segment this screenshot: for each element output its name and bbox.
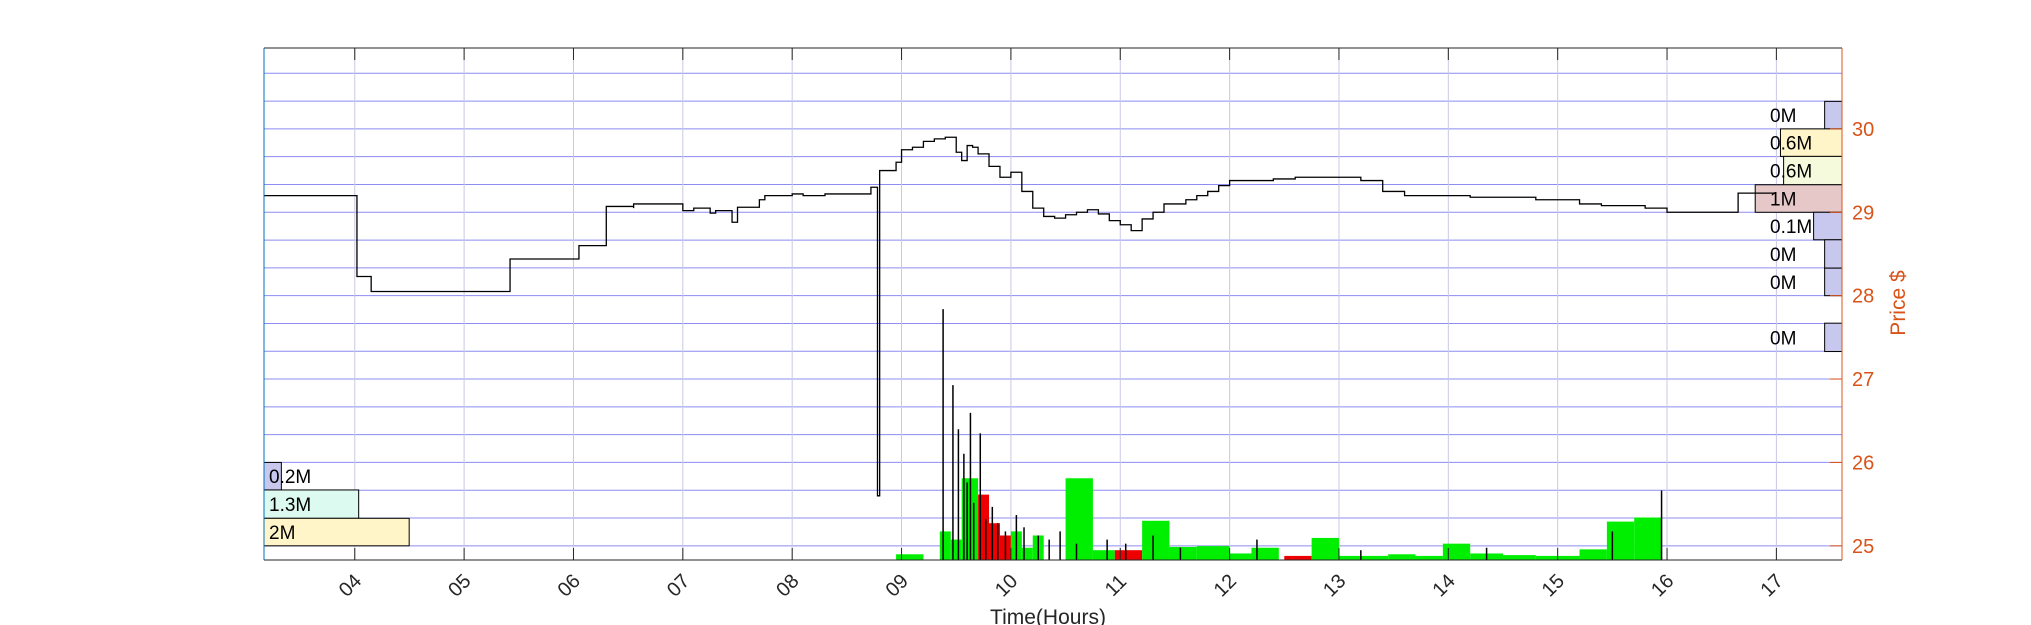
x-tick-label: 06 <box>554 570 585 601</box>
volume-bar <box>1579 549 1607 560</box>
price-layer <box>264 136 1777 497</box>
y-tick-label: 29 <box>1852 202 1874 224</box>
x-axis-label: Time(Hours) <box>990 606 1106 625</box>
volume-bar <box>1142 520 1170 560</box>
volume-bar <box>1114 550 1143 560</box>
x-tick-label: 04 <box>335 570 366 601</box>
x-tick-label: 14 <box>1428 570 1459 601</box>
volume-layer <box>896 309 1663 560</box>
volume-profile-label: 0.1M <box>1770 217 1812 238</box>
y-tick-label: 26 <box>1852 452 1874 474</box>
volume-profile-label: 0.2M <box>269 467 311 488</box>
volume-bar <box>939 531 951 560</box>
volume-bar <box>1169 546 1197 560</box>
volume-profile-label: 0.6M <box>1770 134 1812 155</box>
volume-bar <box>1415 555 1443 560</box>
volume-profile-bar <box>263 517 410 547</box>
grid-layer <box>264 48 1842 560</box>
volume-profile-bar <box>1824 100 1843 130</box>
volume-profile-bar <box>1824 322 1843 353</box>
x-tick-label: 11 <box>1101 571 1131 601</box>
volume-bar <box>1634 517 1662 560</box>
volume-bar <box>1388 554 1416 560</box>
volume-profile-label: 0M <box>1770 106 1796 127</box>
volume-bar <box>950 539 962 560</box>
x-tick-label: 09 <box>882 570 913 601</box>
volume-bar <box>1606 521 1635 560</box>
volume-bar <box>978 494 990 560</box>
volume-profile-bar <box>1779 128 1843 157</box>
volume-bar <box>1021 547 1033 560</box>
volume-profile-bar <box>263 489 360 519</box>
volume-profile-label: 0M <box>1770 273 1796 294</box>
volume-bar <box>989 523 1000 560</box>
volume-bar <box>896 554 924 560</box>
volume-bar <box>1065 478 1093 560</box>
volume-profile-label: 0M <box>1770 328 1796 349</box>
volume-bar <box>1284 555 1312 560</box>
volume-bar <box>1092 550 1115 560</box>
volume-bar <box>1196 546 1230 560</box>
volume-profile-label: 1.3M <box>269 495 311 516</box>
volume-profile-layer: 0M 0.6M 0.6M 1M 0.1M 0M 0M 0M 0.2M 1.3M 2M <box>263 100 1843 547</box>
volume-profile-bar <box>1824 239 1843 269</box>
volume-bar <box>1338 555 1389 560</box>
volume-profile-label: 0M <box>1770 245 1796 266</box>
x-tick-label: 08 <box>772 570 803 601</box>
x-tick-label: 12 <box>1210 570 1241 601</box>
y-tick-label: 28 <box>1852 286 1874 308</box>
y-tick-label: 25 <box>1852 536 1874 558</box>
x-tick-label: 05 <box>444 570 475 601</box>
y-axis-label: Price $ <box>1887 270 1910 336</box>
volume-profile-label: 2M <box>269 523 295 544</box>
x-tick-label: 07 <box>663 570 694 601</box>
y-tick-label: 30 <box>1852 119 1874 141</box>
x-tick-label: 16 <box>1647 570 1678 601</box>
y-tick-label: 27 <box>1852 369 1874 391</box>
volume-profile-bar <box>1783 155 1843 186</box>
x-tick-label: 15 <box>1538 570 1569 601</box>
volume-bar <box>1251 547 1279 560</box>
price-line <box>264 136 1777 497</box>
x-tick-label: 17 <box>1756 570 1787 601</box>
volume-bar <box>1311 537 1339 560</box>
volume-bar <box>1442 543 1471 560</box>
volume-profile-label: 0.6M <box>1770 162 1812 183</box>
volume-profile-bar <box>1754 184 1843 213</box>
volume-bar <box>1229 553 1252 560</box>
x-tick-label: 13 <box>1319 570 1350 601</box>
volume-bar <box>1502 555 1536 560</box>
volume-profile-label: 1M <box>1770 190 1796 211</box>
volume-profile-bar <box>1813 211 1843 241</box>
x-tick-label: 10 <box>991 570 1022 601</box>
volume-profile-bar <box>1824 267 1843 297</box>
